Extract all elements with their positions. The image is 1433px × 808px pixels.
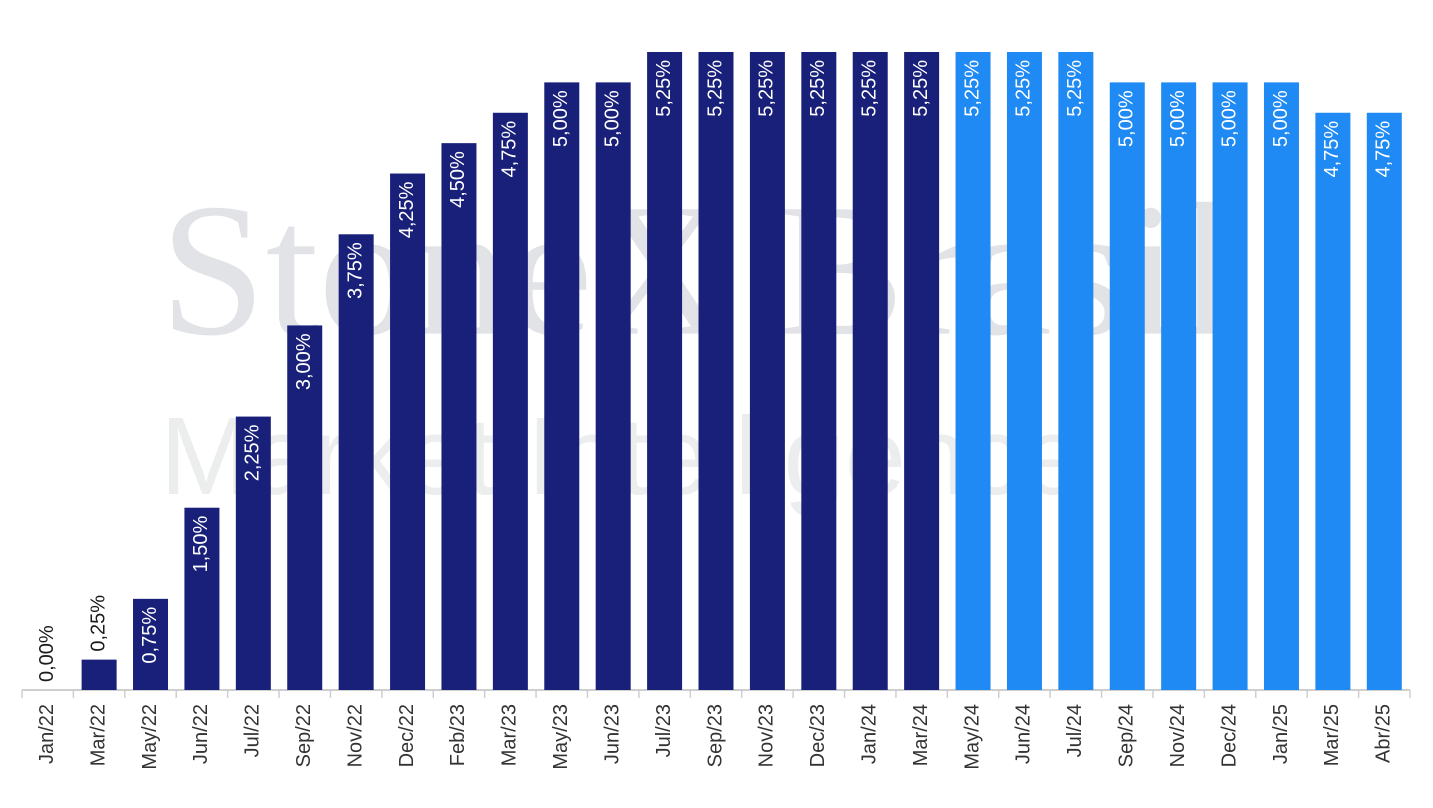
x-tick-label: Mar/23	[499, 704, 521, 766]
x-tick-label: May/24	[961, 704, 983, 770]
value-label: 4,50%	[447, 151, 469, 208]
x-tick-label: Feb/23	[447, 704, 469, 766]
bar	[1366, 112, 1402, 690]
value-label: 5,25%	[756, 60, 778, 117]
x-tick-label: Mar/22	[87, 704, 109, 766]
bar	[390, 173, 426, 690]
bar	[1161, 82, 1197, 690]
bar	[1263, 82, 1299, 690]
x-tick-label: Sep/24	[1116, 704, 1138, 767]
bar	[595, 82, 631, 690]
bar	[1058, 52, 1094, 690]
bar	[955, 52, 991, 690]
bar	[235, 416, 271, 690]
x-tick-label: May/22	[139, 704, 161, 770]
value-label: 4,25%	[396, 181, 418, 238]
x-tick-label: Jun/23	[601, 704, 623, 764]
x-tick-label: Dec/22	[396, 704, 418, 767]
bar	[904, 52, 940, 690]
x-tick-label: Jul/24	[1064, 704, 1086, 757]
bar	[133, 598, 169, 690]
bar	[287, 325, 323, 690]
value-label: 4,75%	[1373, 121, 1395, 178]
bar	[338, 234, 374, 691]
value-label: 5,25%	[859, 60, 881, 117]
value-label: 5,00%	[550, 90, 572, 147]
x-tick-label: Abr/25	[1373, 704, 1395, 763]
bar	[852, 52, 888, 690]
bar	[184, 507, 220, 690]
value-label: 3,00%	[293, 333, 315, 390]
x-tick-label: Mar/24	[910, 704, 932, 766]
x-tick-label: Mar/25	[1321, 704, 1343, 766]
value-label: 4,75%	[1321, 121, 1343, 178]
value-label: 5,25%	[910, 60, 932, 117]
value-label: 3,75%	[344, 242, 366, 299]
value-label: 5,25%	[1064, 60, 1086, 117]
x-tick-label: Jun/22	[190, 704, 212, 764]
bar	[544, 82, 580, 690]
x-tick-label: Sep/23	[704, 704, 726, 767]
bar	[1212, 82, 1248, 690]
x-tick-label: Jul/22	[242, 704, 264, 757]
bar	[441, 143, 477, 691]
x-tick-label: Nov/23	[756, 704, 778, 767]
bar	[1006, 52, 1042, 690]
bar	[698, 52, 734, 690]
value-label: 1,50%	[190, 516, 212, 573]
value-label: 0,75%	[139, 607, 161, 664]
value-label: 5,00%	[1270, 90, 1292, 147]
x-tick-label: Nov/22	[344, 704, 366, 767]
x-tick-label: May/23	[550, 704, 572, 770]
bar	[81, 659, 117, 690]
bar	[749, 52, 785, 690]
value-label: 0,25%	[87, 595, 109, 652]
x-tick-label: Jan/22	[36, 704, 58, 764]
x-tick-label: Dec/23	[807, 704, 829, 767]
bar	[492, 112, 528, 690]
value-label: 5,00%	[1116, 90, 1138, 147]
x-tick-label: Jan/25	[1270, 704, 1292, 764]
value-label: 0,00%	[36, 625, 58, 682]
x-tick-label: Jan/24	[859, 704, 881, 764]
watermark: StoneX Brasil	[160, 166, 1231, 376]
value-label: 2,25%	[242, 424, 264, 481]
x-tick-label: Jul/23	[653, 704, 675, 757]
value-label: 5,25%	[1013, 60, 1035, 117]
value-label: 5,00%	[1218, 90, 1240, 147]
bar	[1109, 82, 1145, 690]
x-tick-label: Sep/22	[293, 704, 315, 767]
value-label: 5,25%	[653, 60, 675, 117]
bar	[647, 52, 683, 690]
value-label: 5,25%	[961, 60, 983, 117]
value-label: 5,00%	[1167, 90, 1189, 147]
value-label: 5,25%	[704, 60, 726, 117]
value-label: 5,00%	[601, 90, 623, 147]
x-tick-label: Dec/24	[1218, 704, 1240, 767]
value-label: 4,75%	[499, 121, 521, 178]
x-tick-label: Nov/24	[1167, 704, 1189, 767]
bar	[1315, 112, 1351, 690]
bar	[801, 52, 837, 690]
x-tick-label: Jun/24	[1013, 704, 1035, 764]
value-label: 5,25%	[807, 60, 829, 117]
